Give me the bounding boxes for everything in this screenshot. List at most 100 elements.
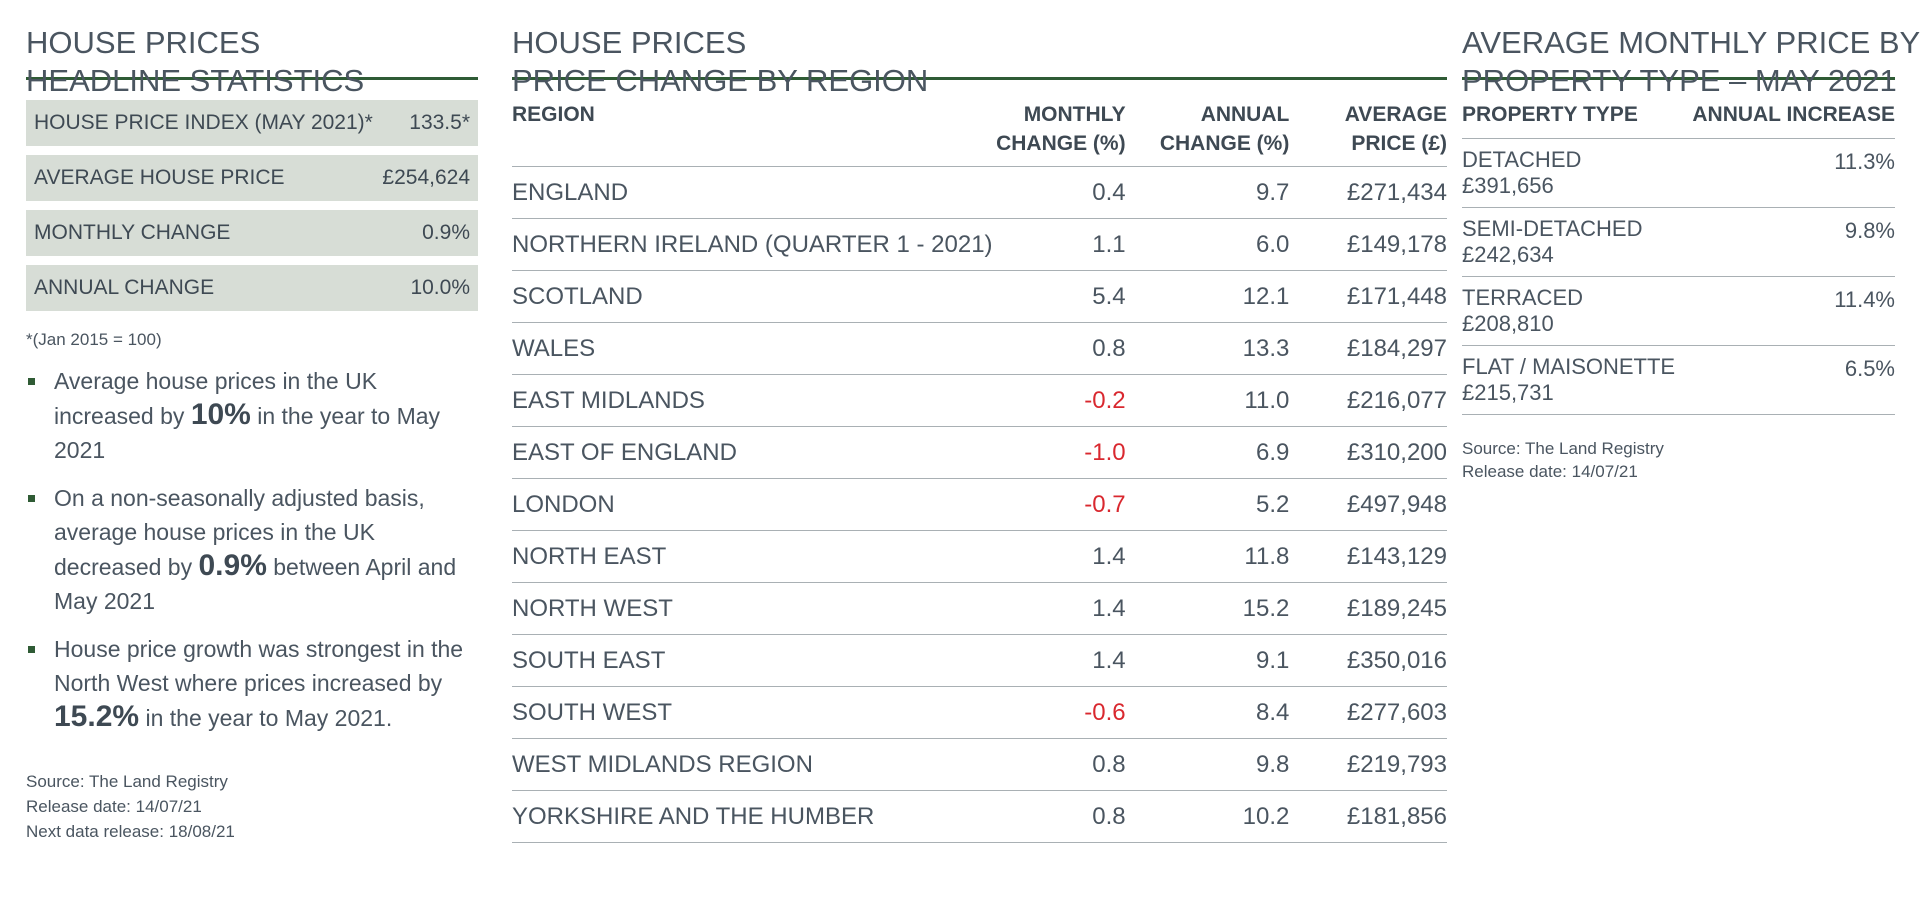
region-name: EAST OF ENGLAND <box>512 426 993 479</box>
region-name: SCOTLAND <box>512 270 993 323</box>
region-name: NORTH EAST <box>512 530 993 583</box>
average-price: £271,434 <box>1289 166 1447 219</box>
average-price: £277,603 <box>1289 686 1447 739</box>
annual-change: 6.9 <box>1125 426 1290 479</box>
region-heading: HOUSE PRICES PRICE CHANGE BY REGION <box>512 0 1447 98</box>
bullet-text: House price growth was strongest in the … <box>54 636 464 696</box>
average-price: £310,200 <box>1289 426 1447 479</box>
stat-label: AVERAGE HOUSE PRICE <box>34 166 285 189</box>
annual-change: 6.0 <box>1125 218 1290 271</box>
region-row: LONDON -0.7 5.2 £497,948 <box>512 478 1447 531</box>
average-price: £216,077 <box>1289 374 1447 427</box>
region-name: WALES <box>512 322 993 375</box>
monthly-change: 5.4 <box>992 270 1126 323</box>
annual-change: 9.8 <box>1125 738 1290 791</box>
annual-change: 5.2 <box>1125 478 1290 531</box>
bullet-text: in the year to May 2021 <box>54 403 441 463</box>
monthly-change: 0.8 <box>992 322 1126 375</box>
region-table-header: REGION MONTHLY CHANGE (%) ANNUAL CHANGE (%… <box>512 80 1447 167</box>
monthly-change: 0.8 <box>992 738 1126 791</box>
stat-row-annual-change: ANNUAL CHANGE 10.0% <box>26 265 478 311</box>
region-name: YORKSHIRE AND THE HUMBER <box>512 790 993 843</box>
property-type: DETACHED <box>1462 147 1582 172</box>
property-table-header: PROPERTY TYPE ANNUAL INCREASE <box>1462 80 1895 139</box>
release-date: Release date: 14/07/21 <box>26 797 202 816</box>
headline-statistics-panel: HOUSE PRICES HEADLINE STATISTICS HOUSE P… <box>26 0 478 844</box>
region-name: EAST MIDLANDS <box>512 374 993 427</box>
index-footnote: *(Jan 2015 = 100) <box>26 330 162 349</box>
region-panel: HOUSE PRICES PRICE CHANGE BY REGION REGI… <box>512 0 1447 843</box>
stat-row-hpi: HOUSE PRICE INDEX (MAY 2021)* 133.5* <box>26 100 478 146</box>
annual-change: 13.3 <box>1125 322 1290 375</box>
average-price: £143,129 <box>1289 530 1447 583</box>
monthly-change: -0.2 <box>992 374 1126 427</box>
headline-source: Source: The Land Registry Release date: … <box>26 769 478 844</box>
col-header-property-type: PROPERTY TYPE <box>1462 80 1684 139</box>
average-price: £181,856 <box>1289 790 1447 843</box>
property-row: SEMI-DETACHED £242,634 9.8% <box>1462 207 1895 277</box>
bullet-highlight: 10% <box>190 398 251 431</box>
property-cell: SEMI-DETACHED £242,634 <box>1462 207 1684 277</box>
region-name: NORTH WEST <box>512 582 993 635</box>
average-price: £350,016 <box>1289 634 1447 687</box>
annual-change: 12.1 <box>1125 270 1290 323</box>
property-type-panel: AVERAGE MONTHLY PRICE BY PROPERTY TYPE –… <box>1462 0 1920 483</box>
monthly-change: 0.8 <box>992 790 1126 843</box>
region-name: SOUTH WEST <box>512 686 993 739</box>
release-date: Release date: 14/07/21 <box>1462 462 1638 481</box>
stat-label: MONTHLY CHANGE <box>34 221 231 244</box>
annual-increase: 6.5% <box>1683 345 1895 415</box>
col-header-annual: ANNUAL CHANGE (%) <box>1125 80 1290 167</box>
property-row: TERRACED £208,810 11.4% <box>1462 276 1895 346</box>
headline-bullets: Average house prices in the UK increased… <box>26 364 478 735</box>
annual-increase: 9.8% <box>1683 207 1895 277</box>
property-row: DETACHED £391,656 11.3% <box>1462 138 1895 208</box>
property-source: Source: The Land Registry Release date: … <box>1462 437 1895 483</box>
region-name: NORTHERN IRELAND (QUARTER 1 - 2021) <box>512 218 993 271</box>
region-row: WALES 0.8 13.3 £184,297 <box>512 322 1447 375</box>
property-price: £215,731 <box>1462 380 1554 405</box>
monthly-change: 1.4 <box>992 582 1126 635</box>
monthly-change: 1.4 <box>992 530 1126 583</box>
monthly-change: 1.4 <box>992 634 1126 687</box>
monthly-change: -0.6 <box>992 686 1126 739</box>
region-row: NORTH WEST 1.4 15.2 £189,245 <box>512 582 1447 635</box>
region-name: LONDON <box>512 478 993 531</box>
average-price: £219,793 <box>1289 738 1447 791</box>
property-cell: TERRACED £208,810 <box>1462 276 1684 346</box>
region-table: REGION MONTHLY CHANGE (%) ANNUAL CHANGE (%… <box>512 80 1447 843</box>
region-title-line2: PRICE CHANGE BY REGION <box>512 63 929 98</box>
average-price: £184,297 <box>1289 322 1447 375</box>
monthly-change: 0.4 <box>992 166 1126 219</box>
region-name: SOUTH EAST <box>512 634 993 687</box>
region-row: SOUTH EAST 1.4 9.1 £350,016 <box>512 634 1447 687</box>
headline-title-line2: HEADLINE STATISTICS <box>26 63 365 98</box>
property-title-line1: AVERAGE MONTHLY PRICE BY <box>1462 25 1920 60</box>
annual-increase: 11.3% <box>1683 138 1895 208</box>
stat-value: 133.5* <box>409 111 470 134</box>
region-name: WEST MIDLANDS REGION <box>512 738 993 791</box>
region-row: EAST OF ENGLAND -1.0 6.9 £310,200 <box>512 426 1447 479</box>
property-cell: FLAT / MAISONETTE £215,731 <box>1462 345 1684 415</box>
stat-value: 0.9% <box>422 221 470 244</box>
annual-change: 11.0 <box>1125 374 1290 427</box>
annual-change: 11.8 <box>1125 530 1290 583</box>
headline-title-line1: HOUSE PRICES <box>26 25 261 60</box>
bullet-item: On a non-seasonally adjusted basis, aver… <box>26 481 478 618</box>
property-cell: DETACHED £391,656 <box>1462 138 1684 208</box>
monthly-change: 1.1 <box>992 218 1126 271</box>
next-release-date: Next data release: 18/08/21 <box>26 822 235 841</box>
bullet-text: between April and May 2021 <box>54 554 457 614</box>
annual-increase: 11.4% <box>1683 276 1895 346</box>
source-text: Source: The Land Registry <box>1462 439 1664 458</box>
region-row: YORKSHIRE AND THE HUMBER 0.8 10.2 £181,856 <box>512 790 1447 843</box>
property-price: £208,810 <box>1462 311 1554 336</box>
property-row: FLAT / MAISONETTE £215,731 6.5% <box>1462 345 1895 415</box>
bullet-text: Average house prices in the UK increased… <box>54 368 378 429</box>
col-header-annual-increase: ANNUAL INCREASE <box>1683 80 1895 139</box>
property-table: PROPERTY TYPE ANNUAL INCREASE DETACHED £3… <box>1462 80 1895 415</box>
region-row: WEST MIDLANDS REGION 0.8 9.8 £219,793 <box>512 738 1447 791</box>
region-name: ENGLAND <box>512 166 993 219</box>
average-price: £149,178 <box>1289 218 1447 271</box>
stat-value: 10.0% <box>410 276 470 299</box>
